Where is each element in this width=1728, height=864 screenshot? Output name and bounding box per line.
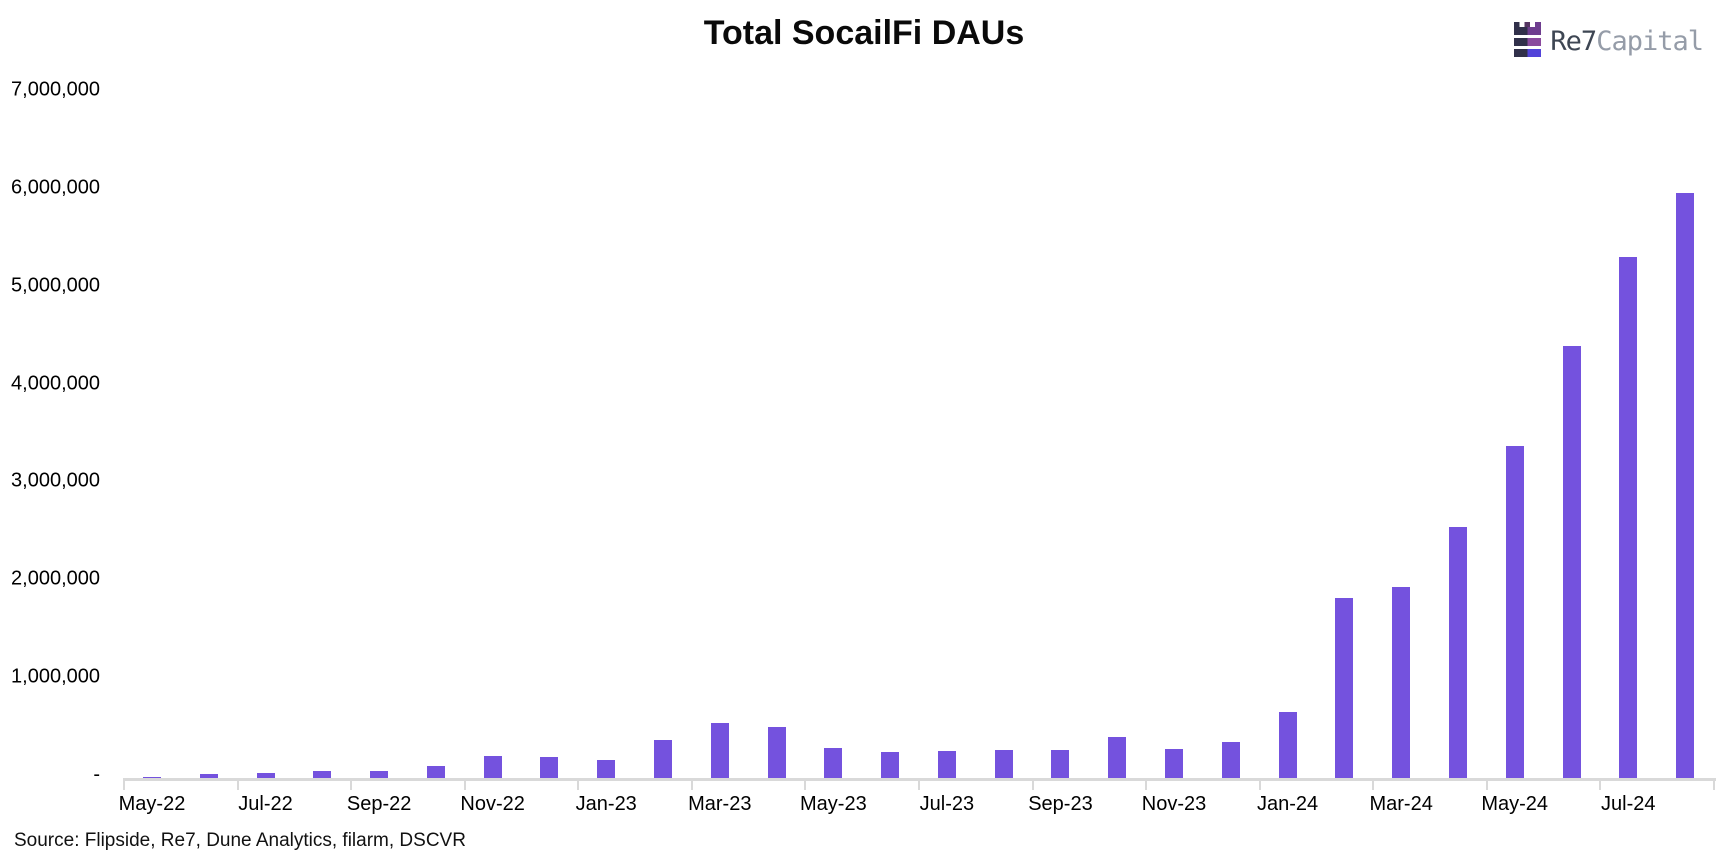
bar-Sep-22 [370, 771, 389, 778]
logo-text: Re7Capital [1550, 26, 1704, 57]
y-axis-label: 6,000,000 [11, 176, 100, 199]
bar-Jun-22 [199, 774, 218, 778]
x-axis-label: May-23 [800, 793, 867, 815]
x-axis-label: Jul-24 [1601, 793, 1656, 815]
y-axis-label: 1,000,000 [11, 665, 100, 688]
x-axis-tick [1485, 778, 1488, 790]
bar-Dec-23 [1221, 742, 1240, 778]
bar-May-24 [1505, 446, 1524, 778]
bar-May-22 [143, 777, 161, 778]
chart-title: Total SocailFi DAUs [703, 14, 1025, 52]
bar-Apr-24 [1448, 527, 1467, 778]
x-axis-tick [350, 778, 353, 790]
x-axis-label: Jul-23 [919, 793, 975, 815]
x-axis-label: Nov-23 [1141, 793, 1207, 815]
bar-Oct-23 [1108, 737, 1127, 778]
bar-Aug-24 [1676, 193, 1695, 778]
bar-Nov-23 [1165, 749, 1184, 778]
x-axis-tick [804, 778, 807, 790]
bar-Aug-22 [313, 771, 332, 778]
x-axis-label: May-22 [118, 793, 186, 815]
x-axis-label: Mar-23 [688, 793, 752, 815]
x-axis-tick [1145, 778, 1148, 790]
x-axis-tick [917, 778, 920, 790]
bar-Sep-23 [1051, 750, 1070, 778]
y-axis-zero-label: - [93, 763, 100, 786]
bar-Dec-22 [540, 757, 559, 778]
bar-May-23 [824, 748, 843, 778]
x-axis-tick [1599, 778, 1602, 790]
x-axis-tick [1031, 778, 1034, 790]
y-axis-label: 5,000,000 [11, 274, 100, 297]
x-axis-tick [123, 778, 125, 790]
re7-capital-logo: Re7Capital [1514, 22, 1704, 61]
bar-Nov-22 [483, 756, 502, 778]
bar-Jan-23 [597, 760, 616, 778]
y-axis-label: 2,000,000 [11, 567, 100, 590]
bar-Aug-23 [994, 750, 1013, 778]
bar-Mar-23 [710, 723, 729, 778]
x-axis-label: Mar-24 [1369, 793, 1433, 815]
x-axis-label: May-24 [1481, 793, 1549, 815]
bar-Jul-24 [1619, 257, 1638, 778]
y-axis-label: 3,000,000 [11, 469, 100, 492]
x-axis-label: Sep-23 [1028, 793, 1093, 815]
x-axis-tick [1372, 778, 1375, 790]
bar-Jul-22 [256, 773, 275, 778]
x-axis-label: Jan-23 [575, 793, 637, 815]
x-axis-label: Sep-22 [346, 793, 412, 815]
bar-Mar-24 [1392, 587, 1411, 778]
bar-Feb-23 [654, 740, 673, 778]
x-axis-label: Nov-22 [460, 793, 525, 815]
x-axis-tick [690, 778, 693, 790]
x-axis-tick [463, 778, 466, 790]
source-note: Source: Flipside, Re7, Dune Analytics, f… [14, 830, 466, 851]
logo-text-re7: Re7 [1550, 26, 1597, 57]
y-axis-label: 7,000,000 [11, 78, 100, 101]
logo-castle-icon [1514, 22, 1542, 61]
x-axis-label: Jul-22 [238, 793, 293, 815]
x-axis-tick [577, 778, 580, 790]
bar-Oct-22 [426, 766, 445, 778]
logo-text-capital: Capital [1596, 26, 1704, 57]
x-axis-tick [1712, 778, 1715, 790]
y-axis-label: 4,000,000 [11, 372, 100, 395]
x-axis-tick [236, 778, 239, 790]
bar-Jun-23 [881, 752, 900, 778]
bar-Jul-23 [937, 751, 956, 778]
bar-Jun-24 [1562, 346, 1581, 778]
bar-Jan-24 [1278, 712, 1297, 778]
x-axis-tick [1258, 778, 1261, 790]
bar-Apr-23 [767, 727, 786, 778]
bar-Feb-24 [1335, 598, 1354, 778]
x-axis-label: Jan-24 [1257, 793, 1319, 815]
